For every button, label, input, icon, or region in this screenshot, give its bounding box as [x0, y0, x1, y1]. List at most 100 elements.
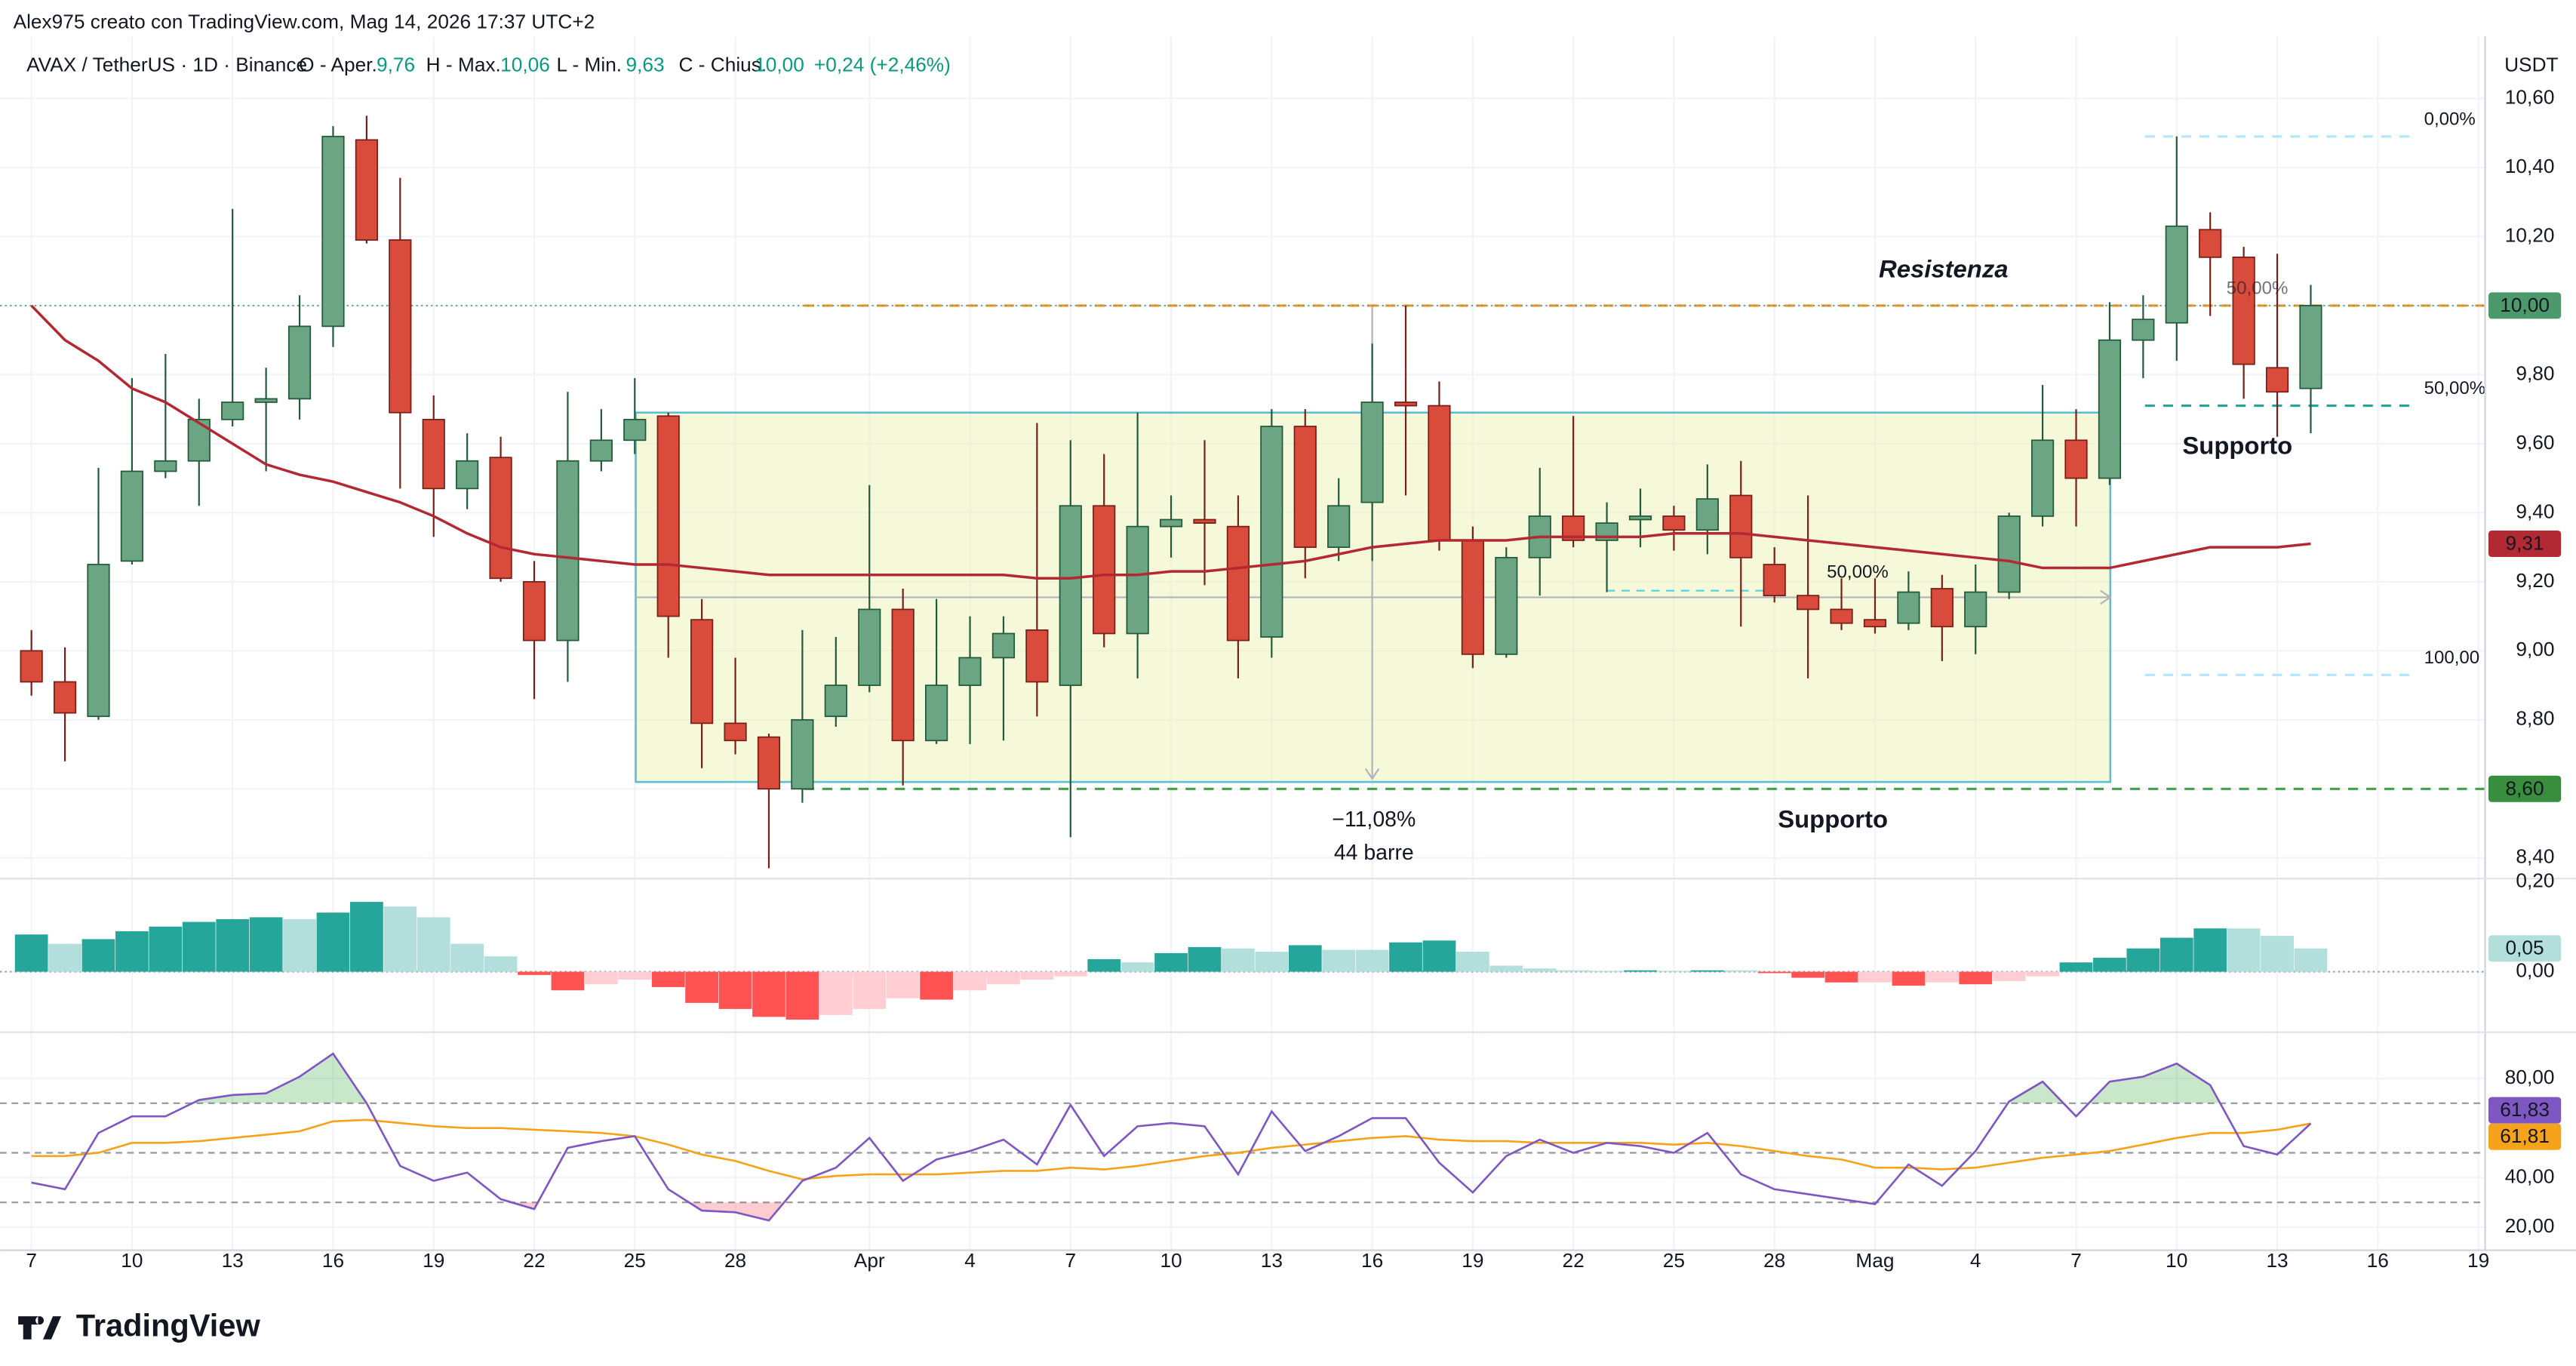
x-tick-label: 22 [523, 1249, 545, 1272]
price-tag [2488, 1097, 2562, 1124]
fib-label: 50,00% [2424, 378, 2486, 398]
candle-body [1997, 515, 2021, 593]
price-tag [2488, 531, 2562, 558]
ohlc-label: H - Max. [426, 53, 501, 75]
x-tick-label: 13 [222, 1249, 244, 1272]
y-tick-label: 8,80 [2516, 707, 2554, 730]
candle-body [1126, 525, 1149, 635]
attribution: Alex975 creato con TradingView.com, Mag … [14, 11, 595, 33]
range-mid-label: 50,00% [1827, 562, 1889, 583]
histogram-bar [987, 971, 1020, 985]
candle-body [858, 608, 881, 686]
candle-body [924, 685, 948, 742]
candle-body [757, 736, 781, 790]
ohlc-value: 10,06 [500, 53, 550, 75]
x-tick-label: 16 [322, 1249, 344, 1272]
support-label: Supporto [1778, 805, 1888, 832]
histogram-bar [584, 971, 618, 985]
candle-body [2132, 318, 2155, 341]
histogram-bar [1824, 971, 1858, 983]
histogram-bar [1624, 970, 1657, 972]
candle-body [2098, 339, 2122, 479]
candle-body [791, 718, 814, 790]
candle-body [1059, 505, 1082, 686]
candle-body [1930, 588, 1954, 628]
candle-body [589, 439, 613, 462]
logo: TradingView [18, 1307, 260, 1343]
candle-body [1964, 591, 1987, 628]
y-tick-label: 20,00 [2505, 1214, 2555, 1237]
price-tag-label: 8,60 [2506, 777, 2544, 799]
candle-body [1628, 515, 1652, 521]
x-tick-label: 10 [121, 1249, 143, 1272]
price-tag-label: 9,31 [2506, 532, 2544, 555]
histogram-bar [2294, 948, 2328, 972]
x-tick-label: 4 [1970, 1249, 1981, 1272]
candle-body [456, 460, 479, 490]
histogram-bar [2159, 937, 2193, 972]
x-tick-label: Apr [854, 1249, 885, 1272]
axes: 7 10 13 16 19 22 25 28 Apr 4 7 10 13 16 19 22 25 28 Mag 4 7 1… [0, 36, 2576, 1272]
candle-body [2199, 229, 2222, 258]
candle-body [53, 681, 77, 714]
candle-body [20, 650, 43, 683]
y-tick-label: 9,80 [2516, 361, 2554, 384]
candle-body [891, 608, 915, 742]
histogram-bar [1087, 958, 1121, 972]
candle-body [2064, 439, 2088, 479]
histogram-bar [752, 971, 785, 1017]
resistance-label: Resistenza [1879, 255, 2008, 283]
histogram-bar [350, 902, 383, 972]
candle-body [824, 685, 847, 718]
histogram-bar [853, 971, 887, 1009]
price-tag-label: 10,00 [2500, 294, 2550, 316]
candle-body [87, 564, 110, 718]
price-tag-label: 61,83 [2500, 1098, 2550, 1121]
histogram-bar [417, 917, 450, 972]
y-tick-label: 0,20 [2516, 869, 2554, 892]
histogram-bar [182, 921, 216, 972]
candle-body [254, 398, 278, 403]
x-tick-label: 7 [2070, 1249, 2082, 1272]
candle-body [958, 657, 982, 686]
price-tag [2488, 1123, 2562, 1150]
histogram-bar [249, 917, 283, 972]
histogram-bar [1020, 971, 1054, 980]
histogram-bar [1757, 971, 1791, 974]
candle-body [1729, 494, 1753, 558]
candle-body [321, 135, 345, 328]
candle-body [1830, 608, 1853, 624]
histogram-bar [1255, 952, 1289, 972]
x-tick-label: 19 [2467, 1249, 2489, 1272]
histogram-bar [1690, 970, 1724, 972]
ohlc-value: 10,00 [755, 53, 804, 75]
histogram-bar [953, 971, 987, 991]
indicator-line [31, 1052, 2312, 1222]
candle-body [1461, 540, 1484, 655]
candle-body [187, 418, 211, 462]
histogram-bar [1355, 949, 1389, 972]
candle-body [2299, 305, 2322, 389]
candle-body [389, 239, 412, 414]
price-tag-label: 61,81 [2500, 1124, 2550, 1147]
histogram-bar [785, 971, 819, 1020]
x-tick-label: 19 [1462, 1249, 1483, 1272]
candle-body [1226, 525, 1250, 641]
y-tick-label: 9,00 [2516, 638, 2554, 660]
moving-average [30, 304, 2311, 580]
histogram-bar [1222, 948, 1255, 972]
histogram-bar [115, 931, 149, 972]
candle-body [1495, 556, 1518, 655]
candle-body [2165, 225, 2188, 324]
histogram-bar [2026, 971, 2059, 977]
y-tick-label: 10,20 [2505, 223, 2555, 246]
histogram-bar [450, 943, 484, 972]
range-arrow [2100, 589, 2112, 605]
histogram-bar [1188, 946, 1222, 972]
x-tick-label: Mag [1855, 1249, 1894, 1272]
candle-body [287, 325, 312, 400]
histogram-bar [1992, 971, 2026, 981]
histogram-bar [2261, 936, 2294, 972]
marks [14, 115, 2328, 1222]
candle-body [1763, 564, 1786, 597]
